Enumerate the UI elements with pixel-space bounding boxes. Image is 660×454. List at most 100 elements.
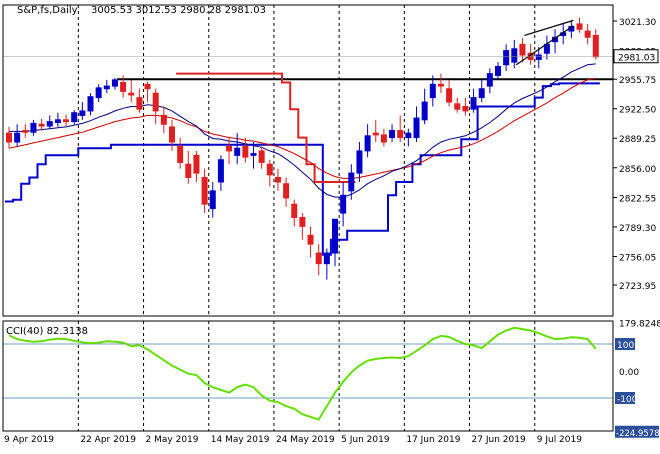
candle-bear — [38, 123, 45, 127]
cci-level-tag — [615, 338, 635, 350]
date-label: 9 Jul 2019 — [537, 435, 582, 445]
grid-layer — [77, 5, 536, 431]
candle-bear — [193, 154, 200, 174]
candle-bull — [209, 190, 216, 210]
wedge-upper-line — [524, 19, 574, 37]
candle-bear — [519, 43, 526, 56]
date-label: 22 Apr 2019 — [80, 435, 136, 445]
price-tick-label: 2856.00 — [619, 165, 656, 175]
ema-fast-line — [9, 63, 596, 198]
wedge-lower-line — [515, 25, 574, 66]
price-tick-label: 2723.95 — [619, 282, 656, 292]
candle-bull — [103, 85, 110, 90]
candle-bear — [291, 203, 298, 218]
candle-bear — [258, 150, 265, 163]
channel-upper-line — [176, 72, 356, 183]
candle-bull — [535, 54, 542, 60]
candle-bear — [274, 177, 281, 183]
candle-bull — [478, 88, 485, 99]
price-tick-label: 2756.05 — [619, 254, 656, 264]
candle-bear — [283, 183, 290, 199]
candle-bear — [169, 126, 175, 143]
candle-bear — [380, 134, 387, 143]
candle-bear — [160, 114, 167, 125]
candle-bull — [79, 110, 86, 116]
candle-bear — [152, 92, 159, 112]
candle-bear — [437, 83, 444, 87]
candle-bull — [421, 101, 428, 121]
candle-bear — [177, 145, 184, 163]
cci-panel-frame — [2, 320, 614, 432]
candle-bull — [340, 194, 347, 214]
ema-slow-line — [8, 77, 596, 179]
cci-level-tag — [615, 392, 635, 404]
cci-label: CCI(40) 82.3138 — [6, 326, 88, 337]
candle-bull — [495, 66, 501, 76]
candle-bull — [71, 112, 78, 123]
candle-bear — [136, 97, 143, 110]
chart-title: S&P,fs,Daily — [17, 5, 78, 16]
candle-bear — [307, 234, 314, 245]
current-price-marker — [613, 49, 659, 64]
candle-bear — [22, 129, 29, 133]
candle-bear — [372, 132, 379, 136]
price-panel-frame — [2, 4, 614, 317]
candle-bear — [63, 119, 70, 123]
date-label: 14 May 2019 — [211, 435, 270, 445]
date-label: 2 May 2019 — [146, 435, 199, 445]
candle-bear — [454, 103, 461, 110]
candle-bear — [584, 30, 591, 38]
candle-bear — [128, 92, 135, 96]
candle-bear — [120, 82, 127, 92]
price-tick-label: 2922.50 — [619, 106, 656, 116]
candle-bull — [46, 121, 53, 127]
cci-tick-label: 100 — [617, 341, 634, 351]
candle-bear — [315, 252, 322, 265]
candle-bear — [446, 88, 453, 103]
channel-lower-line — [4, 82, 600, 256]
candle-bull — [405, 132, 412, 139]
candle-bear — [462, 105, 469, 112]
candle-bear — [266, 163, 273, 176]
price-tick-label: 2889.25 — [619, 135, 656, 145]
date-label: 17 Jun 2019 — [406, 435, 460, 445]
candle-bear — [226, 145, 233, 152]
candle-bull — [95, 87, 102, 99]
price-tick-label: 2955.75 — [619, 76, 656, 86]
candle-bull — [511, 48, 518, 63]
candle-bull — [30, 122, 37, 133]
candle-bull — [429, 83, 436, 99]
candle-bull — [14, 132, 21, 143]
ohlc-readout: 3005.53 3012.53 2980.28 2981.03 — [91, 5, 266, 16]
candle-bear — [397, 129, 404, 139]
cci-tick-label: -224.9578 — [616, 429, 660, 439]
date-label: 5 Jun 2019 — [341, 435, 390, 445]
cci-tick-label: -100 — [617, 395, 638, 405]
candle-bull — [87, 96, 94, 112]
candle-bear — [299, 216, 306, 227]
candle-bear — [201, 177, 208, 205]
cci-line — [8, 326, 597, 421]
date-label: 27 Jun 2019 — [472, 435, 526, 445]
candle-bear — [242, 145, 249, 158]
candle-bull — [486, 73, 493, 87]
current-price-label: 2981.03 — [618, 53, 655, 63]
date-label: 24 May 2019 — [276, 435, 335, 445]
candle-bull — [356, 150, 363, 174]
axes-layer: 3021.302988.052955.752922.502889.252856.… — [2, 4, 660, 445]
candle-bull — [503, 50, 510, 66]
price-panel — [3, 17, 613, 280]
price-tick-label: 3021.30 — [619, 18, 656, 28]
cci-panel — [3, 326, 613, 421]
candle-bear — [592, 34, 599, 58]
candle-bull — [389, 129, 396, 139]
candle-bull — [234, 147, 241, 156]
candle-bull — [111, 79, 118, 87]
candle-bear — [185, 163, 192, 179]
date-label: 9 Apr 2019 — [4, 435, 54, 445]
candle-bull — [470, 97, 477, 110]
price-tick-label: 2822.55 — [619, 194, 656, 204]
candle-bull — [332, 218, 338, 254]
